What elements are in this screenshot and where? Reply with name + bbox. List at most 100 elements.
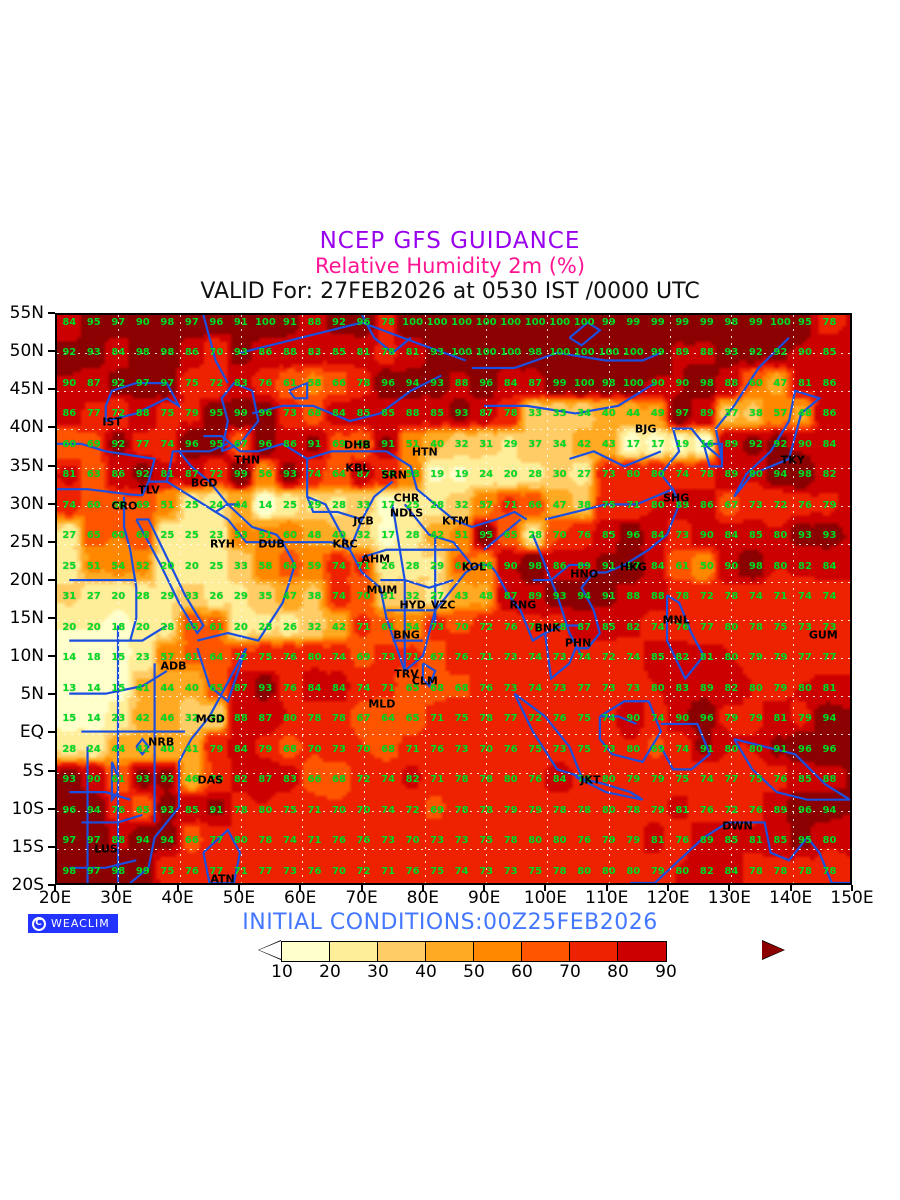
grid-value: 78 — [552, 804, 567, 816]
grid-value: 100 — [573, 347, 595, 359]
grid-value: 27 — [86, 591, 101, 603]
grid-value: 74 — [675, 469, 690, 481]
grid-value: 96 — [822, 743, 837, 755]
grid-value: 63 — [86, 469, 101, 481]
grid-value: 72 — [233, 652, 248, 664]
grid-value: 78 — [307, 713, 322, 725]
grid-value: 77 — [699, 621, 714, 633]
grid-value: 80 — [650, 469, 665, 481]
grid-value: 89 — [675, 499, 690, 511]
grid-value: 33 — [528, 408, 543, 420]
grid-value: 73 — [503, 865, 518, 877]
humidity-field — [57, 315, 850, 883]
grid-value: 89 — [724, 438, 739, 450]
city-label-mld: MLD — [368, 697, 396, 711]
grid-value: 84 — [724, 865, 739, 877]
grid-value: 73 — [552, 682, 567, 694]
grid-value: 32 — [307, 621, 322, 633]
grid-value: 69 — [135, 499, 150, 511]
grid-value: 98 — [748, 560, 763, 572]
grid-value: 79 — [209, 743, 224, 755]
weaclim-logo[interactable]: C WEACLIM — [28, 914, 118, 933]
grid-value: 86 — [184, 347, 199, 359]
lon-tick-label: 130E — [707, 888, 751, 908]
grid-value: 80 — [626, 865, 641, 877]
grid-value: 48 — [479, 591, 494, 603]
grid-value: 71 — [479, 652, 494, 664]
city-label-bng: BNG — [393, 628, 420, 642]
grid-value: 80 — [748, 469, 763, 481]
grid-value: 96 — [798, 804, 812, 816]
colorbar-tick: 40 — [415, 962, 437, 982]
gridline-lat — [57, 353, 850, 355]
grid-value: 72 — [356, 865, 371, 877]
grid-value: 80 — [748, 743, 763, 755]
grid-value: 77 — [503, 713, 518, 725]
grid-value: 92 — [135, 469, 150, 481]
colorbar-tick: 60 — [511, 962, 533, 982]
grid-value: 73 — [601, 469, 616, 481]
city-label-bjg: BJG — [634, 422, 657, 436]
gridline-lon — [547, 315, 549, 883]
grid-value: 89 — [577, 560, 592, 572]
grid-value: 100 — [524, 316, 546, 328]
grid-value: 14 — [258, 499, 273, 511]
grid-value: 78 — [503, 835, 518, 847]
grid-value: 78 — [552, 621, 567, 633]
grid-value: 99 — [135, 865, 150, 877]
grid-value: 88 — [233, 713, 248, 725]
grid-value: 78 — [773, 865, 788, 877]
grid-value: 88 — [454, 377, 469, 389]
grid-value: 85 — [356, 408, 371, 420]
grid-value: 80 — [503, 774, 518, 786]
grid-value: 71 — [307, 804, 322, 816]
grid-value: 74 — [332, 560, 346, 572]
lat-tick-label: 20N — [9, 569, 44, 590]
grid-value: 38 — [577, 499, 592, 511]
grid-value: 73 — [454, 743, 469, 755]
grid-value: 70 — [552, 530, 567, 542]
city-label-mum: MUM — [366, 583, 398, 597]
lon-tick-label: 30E — [100, 888, 133, 908]
grid-value: 73 — [748, 499, 763, 511]
grid-value: 77 — [209, 835, 224, 847]
grid-value: 89 — [528, 591, 543, 603]
grid-value: 58 — [307, 377, 322, 389]
colorbar: 10 20 30 40 50 60 70 80 90 — [0, 940, 900, 986]
grid-value: 80 — [650, 682, 665, 694]
grid-value: 13 — [62, 682, 77, 694]
grid-value: 76 — [675, 621, 690, 633]
colorbar-tick: 10 — [271, 962, 293, 982]
grid-value: 78 — [748, 621, 763, 633]
lon-tick-mark — [728, 885, 731, 891]
grid-value: 15 — [111, 652, 126, 664]
grid-value: 68 — [430, 682, 445, 694]
city-label-dub: DUB — [258, 537, 285, 551]
grid-value: 40 — [160, 743, 175, 755]
grid-value: 95 — [209, 408, 224, 420]
weather-map-plot[interactable]: 84 95 97 90 98 97 96 91 100 91 88 92 96 78 100 100 100 10… — [55, 313, 852, 885]
colorbar-segment — [618, 942, 666, 961]
grid-value: 29 — [503, 438, 518, 450]
grid-value: 76 — [798, 499, 812, 511]
grid-value: 80 — [773, 530, 788, 542]
grid-value: 48 — [798, 408, 812, 420]
grid-value: 73 — [503, 652, 518, 664]
grid-value: 20 — [62, 621, 77, 633]
grid-value: 28 — [160, 621, 175, 633]
grid-value: 84 — [62, 316, 77, 328]
gridline-lat — [57, 696, 850, 698]
grid-value: 37 — [528, 438, 543, 450]
grid-value: 88 — [111, 835, 126, 847]
grid-value: 100 — [769, 316, 791, 328]
grid-value: 91 — [233, 316, 248, 328]
grid-value: 60 — [748, 377, 763, 389]
grid-value: 66 — [528, 499, 543, 511]
grid-value: 68 — [307, 408, 322, 420]
grid-value: 74 — [283, 835, 297, 847]
lon-tick-label: 150E — [830, 888, 874, 908]
grid-value: 85 — [798, 774, 812, 786]
grid-value: 14 — [62, 652, 77, 664]
grid-value: 74 — [307, 469, 322, 481]
grid-value: 96 — [62, 804, 77, 816]
